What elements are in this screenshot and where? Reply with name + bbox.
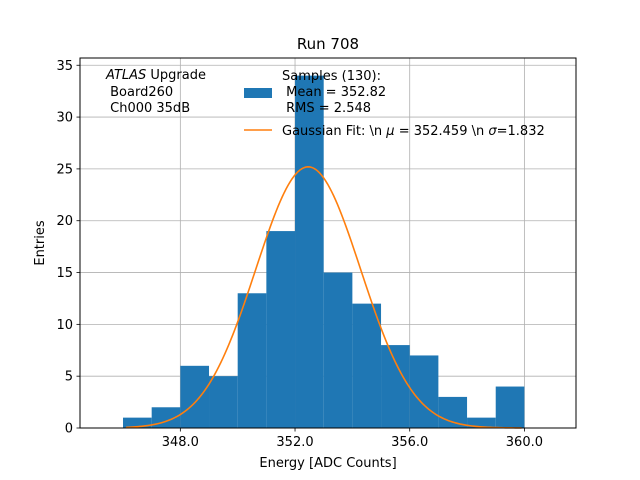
x-tick-label: 360.0 [506,435,543,450]
histogram-bar [409,355,439,428]
histogram-bar [123,417,152,428]
plot-frame [79,57,577,429]
histogram-bar [352,303,382,428]
histogram-bar [438,396,468,428]
y-tick-label: 10 [56,318,73,333]
histogram-bar [323,272,353,428]
histogram-bar [295,75,324,428]
gaussian-fit [125,166,522,429]
svg-text:ATLAS Upgrade: ATLAS Upgrade [105,68,206,83]
channel-label: Ch000 35dB [106,101,190,116]
experiment-suffix: Upgrade [146,68,206,83]
y-tick-label: 5 [65,370,73,385]
atlas-annotation: ATLAS Upgrade Board260 Ch000 35dB [105,68,206,116]
histogram-bars [123,75,525,428]
legend: Samples (130): Mean = 352.82 RMS = 2.548… [244,69,545,139]
histogram-bar [495,386,525,428]
experiment-name: ATLAS [105,68,146,83]
x-tick-label: 356.0 [391,435,428,450]
legend-samples-swatch [244,88,272,98]
legend-samples-count: Samples (130): [282,69,381,84]
y-axis-label: Entries [33,220,48,266]
y-tick-label: 15 [56,266,73,281]
y-tick-label: 20 [56,214,73,229]
histogram-bar [209,376,238,428]
histogram-bar [237,293,267,428]
histogram-bar [467,417,496,428]
histogram-bar [180,365,210,428]
chart-title: Run 708 [297,35,359,53]
x-tick-label: 352.0 [276,435,313,450]
y-tick-label: 0 [65,422,73,437]
legend-samples-rms: RMS = 2.548 [282,101,371,116]
gaussian-fit-curve [125,166,522,429]
histogram-bar [381,345,410,428]
x-tick-label: 348.0 [162,435,199,450]
y-tick-label: 25 [56,162,73,177]
histogram-bar [266,231,296,428]
y-tick-label: 35 [56,59,73,74]
board-label: Board260 [106,85,173,100]
axis-ticks: 348.0 352.0 356.0 360.0 0 5 10 15 20 25 30 35 [56,59,543,450]
legend-fit-label: Gaussian Fit: \n μ = 352.459 \n σ=1.832 [282,124,545,139]
x-axis-label: Energy [ADC Counts] [259,456,396,471]
legend-samples-mean: Mean = 352.82 [282,85,386,100]
y-tick-label: 30 [56,111,73,126]
